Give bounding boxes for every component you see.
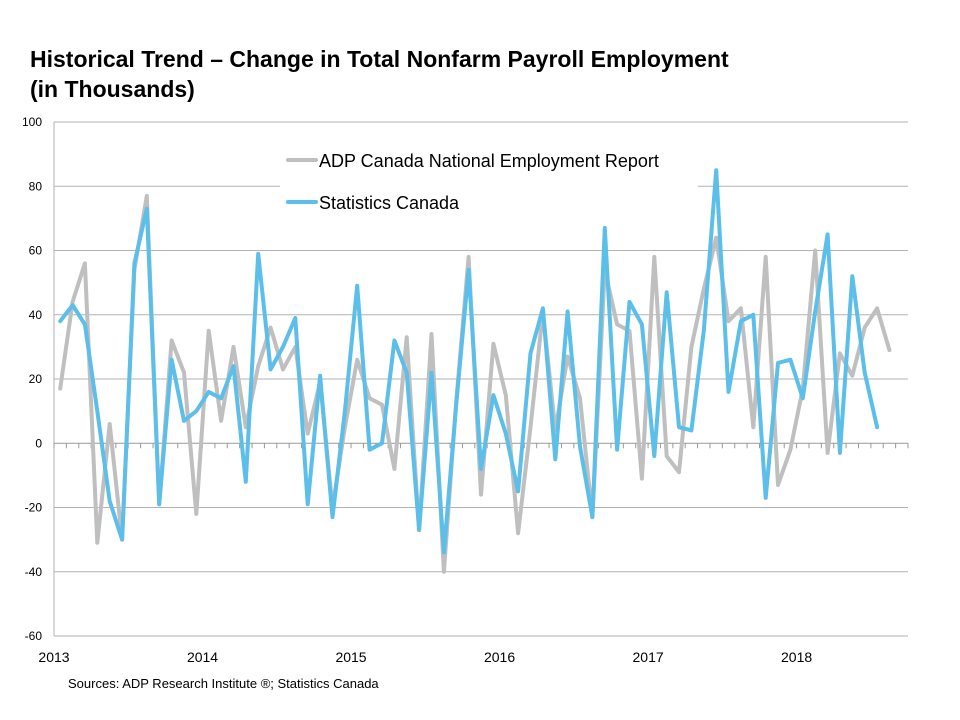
x-tick-label: 2016 <box>484 649 515 665</box>
y-tick-label: 100 <box>22 115 42 129</box>
series-lines <box>58 168 892 574</box>
y-tick-label: 20 <box>29 372 43 386</box>
chart-title-line-1: Historical Trend – Change in Total Nonfa… <box>30 46 729 72</box>
x-tick-label: 2017 <box>633 649 664 665</box>
y-tick-label: -40 <box>25 565 43 579</box>
legend: ADP Canada National Employment Report Sta… <box>280 140 698 216</box>
x-tick-label: 2015 <box>335 649 366 665</box>
x-tick-label: 2013 <box>38 649 69 665</box>
y-axis-tick-labels: 100 80 60 40 20 0 -20 -40 -60 <box>22 115 42 643</box>
y-tick-label: -20 <box>25 501 43 515</box>
legend-label: Statistics Canada <box>319 193 460 213</box>
y-tick-label: -60 <box>25 629 43 643</box>
chart-title-line-2: (in Thousands) <box>30 76 195 102</box>
y-tick-label: 40 <box>29 308 43 322</box>
series-line-statcan <box>58 168 880 555</box>
legend-label: ADP Canada National Employment Report <box>319 151 659 171</box>
source-note: Sources: ADP Research Institute ®; Stati… <box>68 676 379 691</box>
y-tick-label: 60 <box>29 244 43 258</box>
chart-title: Historical Trend – Change in Total Nonfa… <box>30 44 930 104</box>
x-tick-label: 2018 <box>781 649 812 665</box>
y-tick-label: 80 <box>29 179 43 193</box>
y-tick-label: 0 <box>35 436 42 450</box>
x-tick-label: 2014 <box>187 649 218 665</box>
legend-background <box>280 140 698 216</box>
